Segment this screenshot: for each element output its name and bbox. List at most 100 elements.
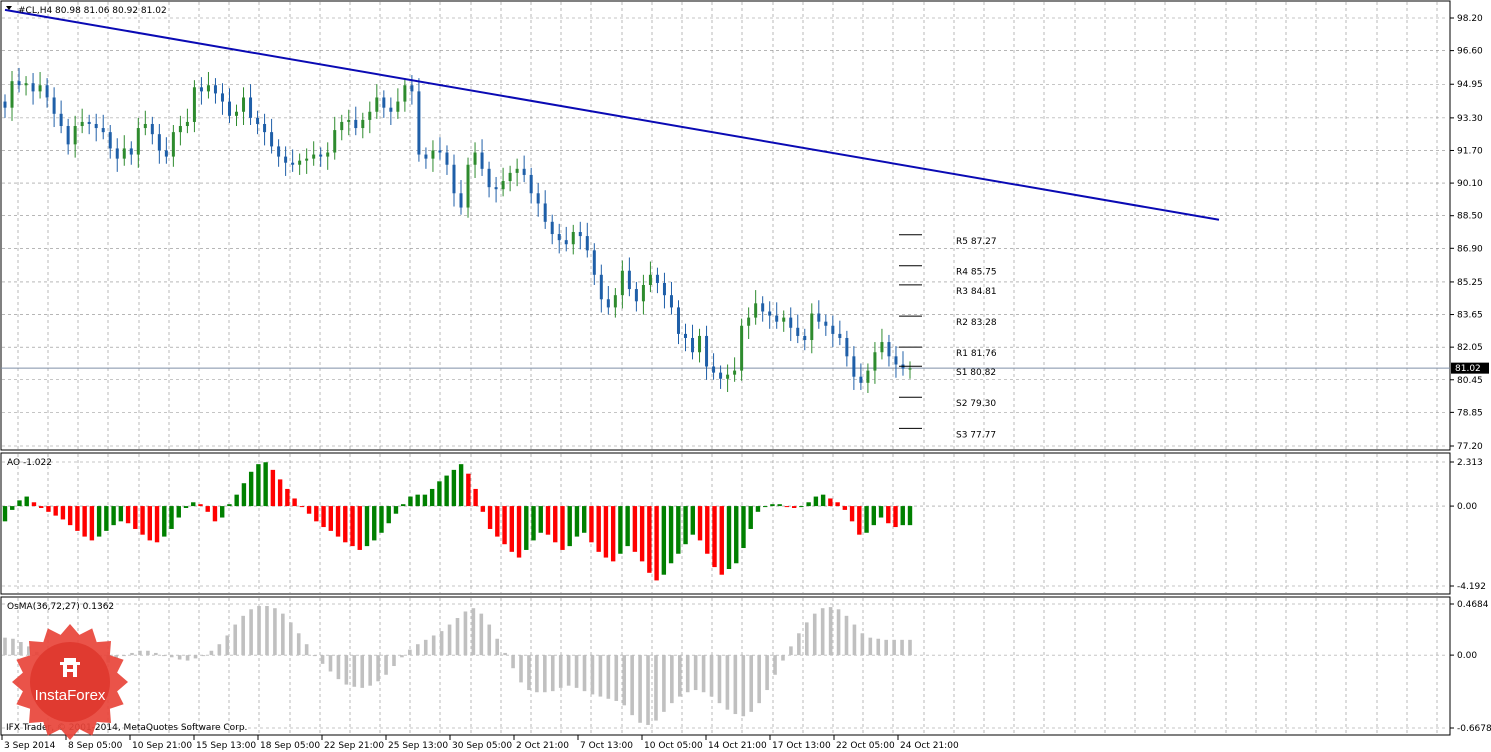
time-tick-label: 10 Sep 21:00 [132, 741, 192, 751]
ao-bar [632, 506, 638, 552]
candle [747, 307, 751, 339]
candle [648, 261, 652, 293]
candle [206, 72, 210, 99]
ao-bar [2, 506, 8, 522]
chart-header: #CL,H4 80.98 81.06 80.92 81.02 [18, 6, 167, 16]
osma-bar [209, 650, 214, 656]
candle [536, 183, 540, 217]
osma-bar [606, 655, 611, 699]
trendline[interactable] [4, 8, 1220, 221]
candle [31, 73, 35, 105]
price-tick-label: 83.65 [1457, 311, 1483, 321]
ao-bar [712, 506, 717, 568]
candle [129, 141, 133, 165]
price-tick-label: 77.20 [1457, 442, 1483, 452]
candle [480, 139, 484, 176]
candle [101, 114, 105, 140]
candle [298, 153, 302, 175]
candle [340, 114, 344, 141]
price-tick-label: 98.20 [1457, 14, 1483, 24]
candle [438, 137, 442, 160]
osma-bar [320, 655, 325, 664]
candle [389, 97, 393, 125]
time-tick-label: 8 Sep 05:00 [68, 741, 123, 751]
candle [333, 116, 337, 160]
ao-bar [248, 471, 254, 507]
ao-bar [683, 506, 688, 545]
candle [136, 117, 140, 168]
candle [73, 115, 77, 158]
osma-bar [662, 655, 666, 712]
candle [908, 361, 912, 379]
candle [775, 302, 779, 329]
tower-icon [60, 658, 80, 677]
ao-bar [835, 502, 840, 507]
ao-bar [299, 506, 305, 508]
candle [613, 288, 617, 318]
osma-bar [177, 655, 182, 660]
ao-bar [719, 506, 724, 575]
ao-bar [531, 506, 536, 541]
candle [550, 214, 554, 245]
chart-menu-icon[interactable] [6, 6, 12, 10]
ao-bar [748, 506, 753, 529]
candle [585, 222, 589, 258]
ao-bar [183, 506, 189, 508]
ao-bar [755, 506, 761, 512]
candle [557, 223, 561, 254]
candle [662, 272, 666, 309]
ao-axis: 2.313 0.00 -4.192 [1450, 458, 1486, 592]
osma-bar [717, 655, 722, 704]
candle [620, 260, 624, 309]
osma-bar [614, 655, 619, 701]
ao-bar [386, 506, 391, 524]
osma-bar [368, 655, 372, 686]
candle [431, 140, 435, 172]
osma-bar [543, 655, 547, 693]
ao-bar [907, 506, 913, 526]
price-tick-label: 94.95 [1457, 80, 1483, 90]
ao-bar [176, 506, 181, 518]
ao-bar [603, 506, 609, 558]
candle [880, 328, 884, 360]
candle [796, 314, 800, 344]
candle [417, 78, 421, 162]
ao-bar [220, 506, 225, 518]
candle [396, 88, 400, 119]
ao-bar [820, 494, 826, 507]
time-tick-label: 14 Oct 21:00 [708, 741, 767, 751]
price-tick-label: 78.85 [1457, 408, 1483, 418]
ao-bar [791, 506, 797, 508]
osma-bar [257, 606, 261, 656]
osma-bar [241, 615, 245, 656]
ao-bar [589, 506, 594, 543]
candle [452, 154, 456, 207]
candle [277, 139, 281, 167]
ao-bar [574, 506, 580, 537]
candle [712, 353, 716, 380]
pivot-label: R4 85.75 [956, 268, 997, 278]
price-tick-label: 88.50 [1457, 212, 1483, 222]
ao-bar [697, 506, 703, 541]
price-tick-label: 91.70 [1457, 146, 1483, 156]
price-tick-label: 86.90 [1457, 244, 1483, 254]
candle [838, 320, 842, 346]
ao-bar [784, 506, 790, 508]
osma-bar [249, 609, 253, 656]
osma-bar [455, 618, 460, 656]
candle [171, 125, 175, 167]
osma-bar [503, 652, 507, 656]
ao-bar [343, 506, 348, 543]
ao-bar [480, 506, 486, 512]
ao-bar [734, 506, 739, 564]
osma-bar [622, 655, 627, 706]
osma-bar [273, 608, 277, 656]
ao-bar [212, 506, 218, 522]
candle [270, 118, 274, 154]
ao-bar [516, 506, 522, 558]
osma-bar [288, 622, 293, 656]
ao-bar [125, 506, 131, 524]
osma-bar [527, 655, 531, 691]
time-tick-label: 30 Sep 05:00 [452, 741, 512, 751]
ao-bar [401, 504, 406, 507]
